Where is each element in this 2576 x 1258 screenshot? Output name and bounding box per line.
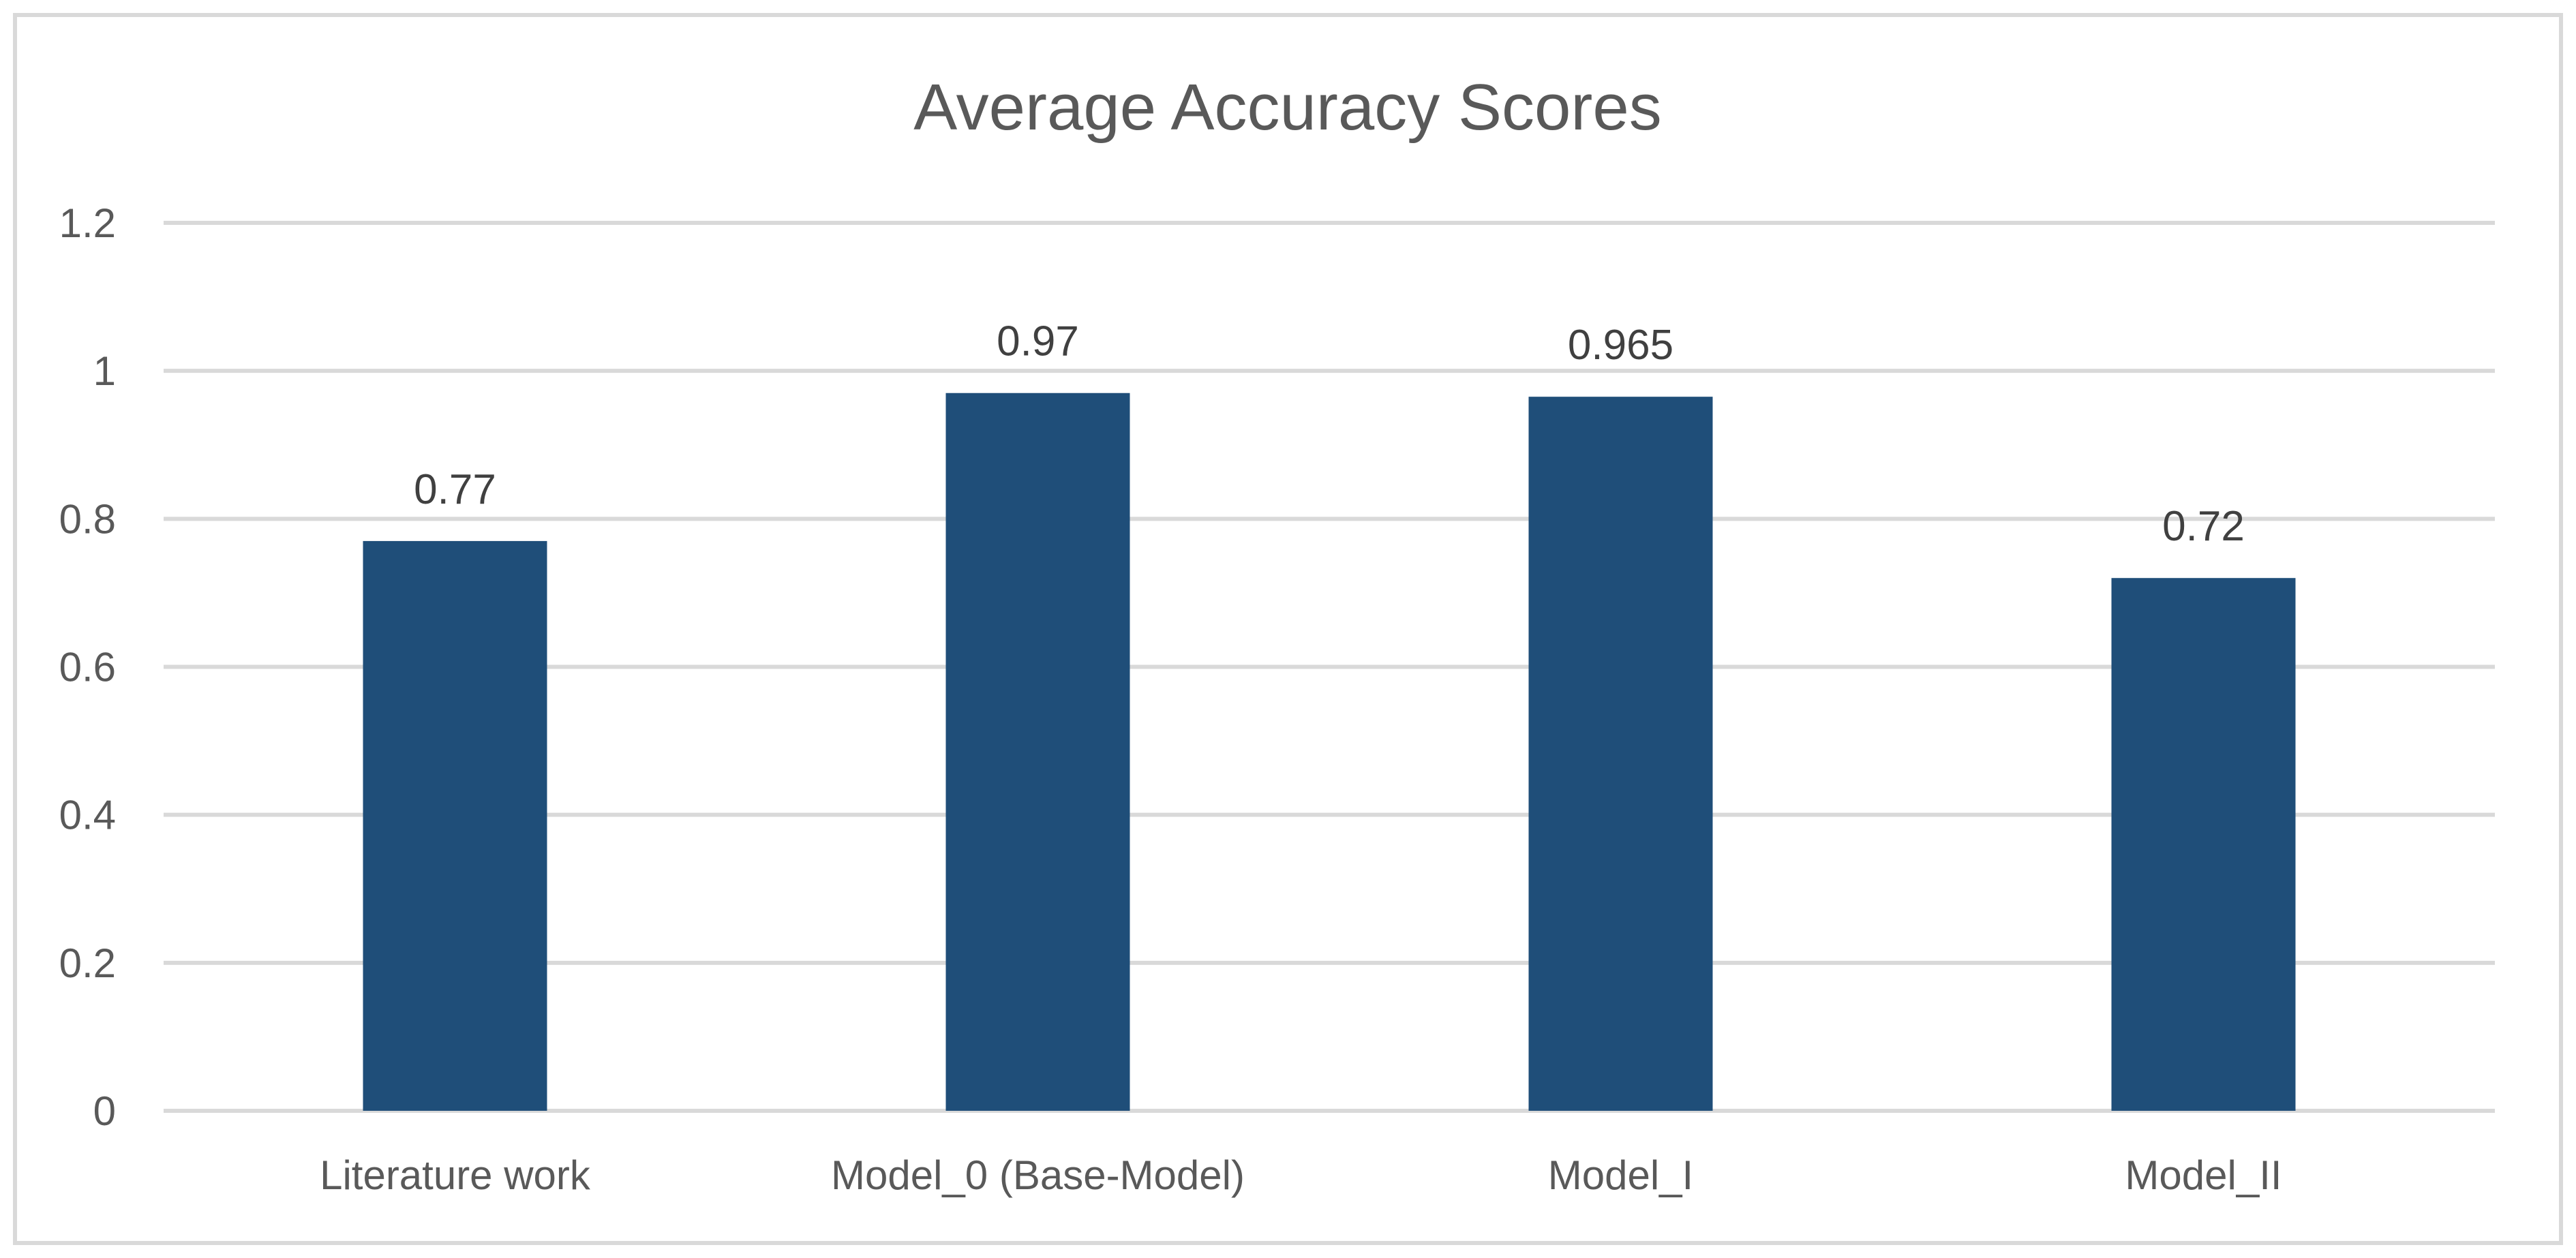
y-tick-label: 0 — [93, 1088, 116, 1134]
chart-title: Average Accuracy Scores — [913, 71, 1661, 144]
y-tick-label: 0.8 — [59, 496, 116, 542]
bars — [363, 393, 2296, 1111]
y-axis-ticks: 0 0.2 0.4 0.6 0.8 1 1.2 — [59, 200, 116, 1134]
y-tick-label: 0.4 — [59, 793, 116, 838]
data-labels: 0.77 0.97 0.965 0.72 — [414, 318, 2245, 550]
x-category-label: Model_II — [2125, 1152, 2282, 1198]
y-tick-label: 1 — [93, 348, 116, 394]
y-tick-label: 0.2 — [59, 940, 116, 986]
bar — [945, 393, 1130, 1111]
gridlines — [164, 221, 2495, 1113]
bar — [363, 540, 547, 1111]
x-category-label: Literature work — [320, 1152, 591, 1198]
data-label: 0.97 — [997, 318, 1079, 365]
data-label: 0.965 — [1568, 322, 1673, 369]
bar — [2111, 578, 2296, 1111]
y-tick-label: 1.2 — [59, 200, 116, 246]
y-tick-label: 0.6 — [59, 645, 116, 690]
data-label: 0.77 — [414, 466, 496, 513]
x-category-label: Model_I — [1548, 1152, 1693, 1198]
x-axis-categories: Literature work Model_0 (Base-Model) Model… — [320, 1152, 2282, 1198]
x-category-label: Model_0 (Base-Model) — [831, 1152, 1245, 1198]
bar — [1528, 397, 1713, 1111]
data-label: 0.72 — [2162, 503, 2245, 550]
